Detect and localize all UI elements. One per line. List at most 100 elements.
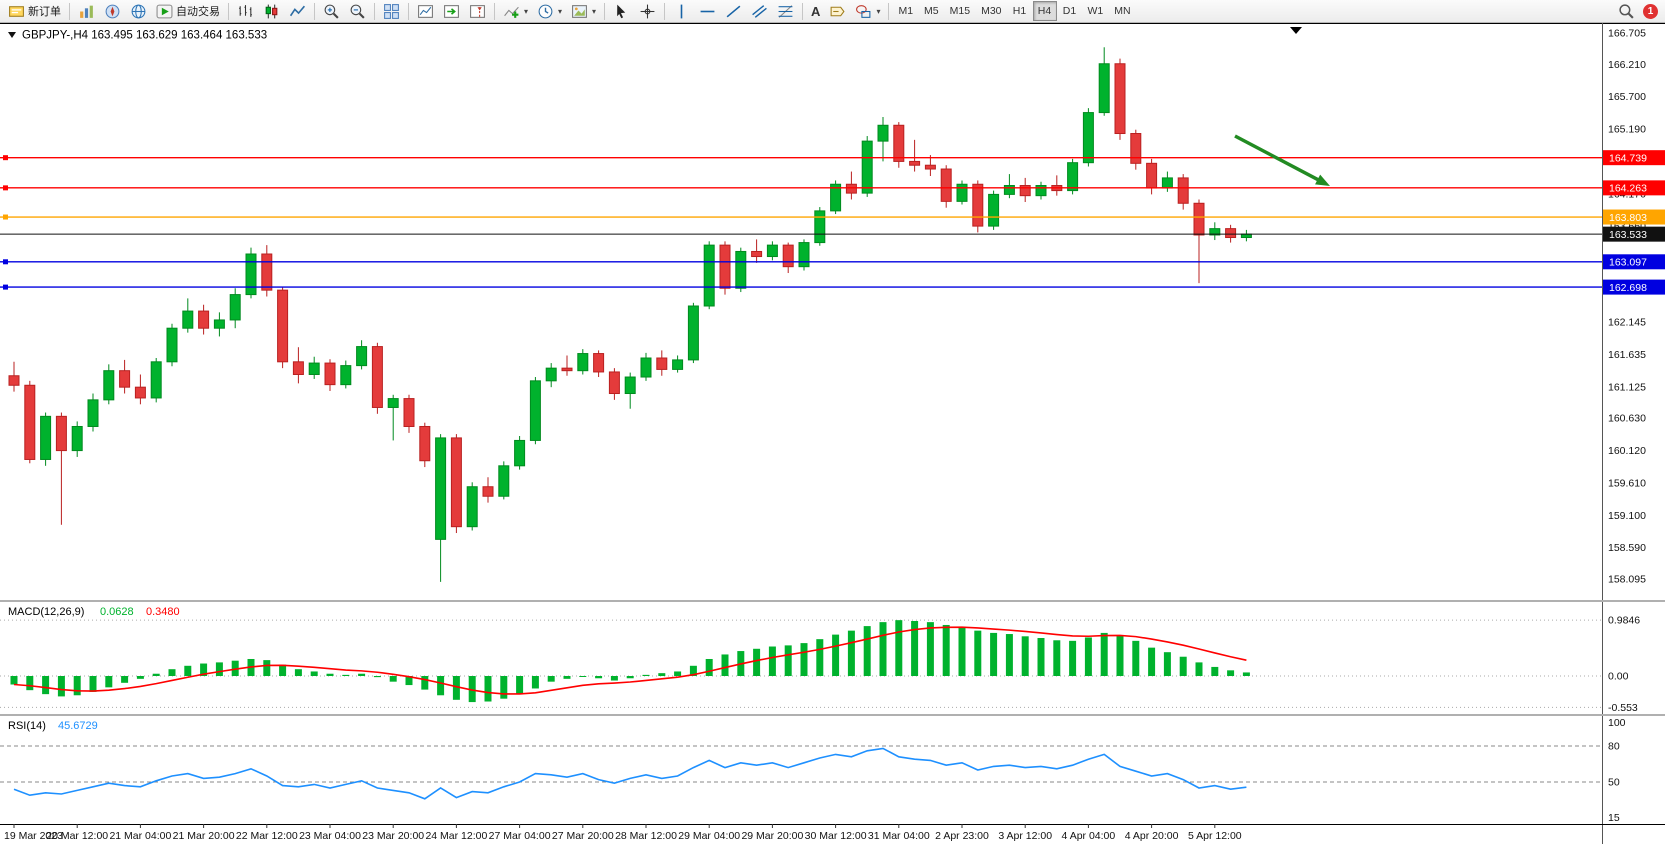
trend-arrow-line[interactable] — [1234, 134, 1323, 184]
terminal-button[interactable] — [126, 1, 151, 21]
line-chart-button[interactable] — [285, 1, 310, 21]
current-price-badge-label: 163.533 — [1609, 229, 1647, 241]
timeframe-m15-button[interactable]: M15 — [945, 1, 975, 21]
macd-histogram-bar — [310, 671, 318, 676]
time-label: 2 Apr 23:00 — [935, 830, 989, 842]
shapes-icon — [856, 4, 871, 18]
macd-histogram-bar — [1116, 635, 1124, 676]
zoom-in-button[interactable] — [319, 1, 344, 21]
candle — [624, 376, 636, 395]
candle — [988, 193, 1000, 227]
candle — [1240, 233, 1252, 239]
rsi-axis-label: 100 — [1608, 717, 1626, 729]
candle — [545, 367, 557, 382]
macd-histogram-bar — [1227, 670, 1235, 676]
time-label: 30 Mar 12:00 — [805, 830, 867, 842]
fibonacci-icon — [778, 4, 793, 18]
line-handle[interactable] — [3, 185, 8, 191]
channel-button[interactable] — [747, 1, 772, 21]
panel-splitter[interactable] — [0, 600, 1665, 602]
text-button[interactable]: A — [807, 1, 824, 21]
candlestick-chart-button[interactable] — [259, 1, 284, 21]
shapes-button[interactable]: ▾ — [851, 1, 884, 21]
line-handle[interactable] — [3, 259, 8, 265]
timeframe-w1-button[interactable]: W1 — [1083, 1, 1109, 21]
macd-histogram-bar — [121, 676, 129, 683]
timeframe-m1-button[interactable]: M1 — [893, 1, 918, 21]
candle — [798, 242, 810, 268]
candle — [450, 437, 462, 528]
label-button[interactable] — [825, 1, 850, 21]
zoom-out-button[interactable] — [345, 1, 370, 21]
candle — [150, 361, 162, 399]
tile-windows-button[interactable] — [379, 1, 404, 21]
indicators-button[interactable]: ▾ — [499, 1, 532, 21]
candle — [972, 183, 984, 227]
toolbar-separator — [494, 2, 495, 20]
timeframe-h4-button[interactable]: H4 — [1032, 1, 1057, 21]
macd-histogram-bar — [1242, 672, 1250, 676]
macd-axis-label: 0.9846 — [1608, 615, 1640, 627]
market-watch-button[interactable] — [74, 1, 99, 21]
notification-badge[interactable]: 1 — [1643, 3, 1658, 19]
rsi-axis-label: 15 — [1608, 812, 1620, 824]
line-handle[interactable] — [3, 284, 8, 290]
price-axis-label: 165.700 — [1608, 91, 1646, 103]
toolbar-separator — [408, 2, 409, 20]
macd-histogram-bar — [263, 660, 271, 676]
timeframe-m5-button[interactable]: M5 — [919, 1, 944, 21]
macd-histogram-bar — [531, 676, 539, 689]
candle — [261, 253, 273, 291]
timeframe-mn-button[interactable]: MN — [1109, 1, 1135, 21]
bar-chart-button[interactable] — [233, 1, 258, 21]
candle — [1209, 228, 1221, 236]
auto-trading-button[interactable]: 自动交易 — [152, 1, 224, 21]
trendline-button[interactable] — [721, 1, 746, 21]
price-badge-label: 163.803 — [1609, 212, 1647, 224]
price-axis-label: 161.125 — [1608, 381, 1646, 393]
timeframe-m30-button[interactable]: M30 — [976, 1, 1006, 21]
macd-histogram-bar — [642, 674, 650, 676]
new-order-button[interactable]: 新订单 — [4, 1, 65, 21]
horizontal-line-button[interactable] — [695, 1, 720, 21]
timeframe-h1-button[interactable]: H1 — [1008, 1, 1032, 21]
crosshair-button[interactable] — [635, 1, 660, 21]
auto-scroll-button[interactable] — [439, 1, 464, 21]
auto-trading-play-icon — [156, 4, 173, 18]
candle — [703, 244, 715, 307]
line-handle[interactable] — [3, 214, 8, 220]
periods-button[interactable]: ▾ — [533, 1, 566, 21]
fibonacci-button[interactable] — [773, 1, 798, 21]
macd-histogram-bar — [1005, 634, 1013, 676]
search-button[interactable] — [1614, 1, 1639, 21]
candle — [1225, 228, 1237, 239]
chart-shift-button[interactable] — [465, 1, 490, 21]
candle — [466, 486, 478, 528]
candle — [814, 210, 826, 244]
candle — [8, 375, 20, 386]
timeframe-d1-button[interactable]: D1 — [1058, 1, 1082, 21]
candle — [213, 319, 225, 329]
templates-button[interactable]: ▾ — [567, 1, 600, 21]
macd-histogram-bar — [168, 669, 176, 676]
toolbar-separator — [374, 2, 375, 20]
navigator-button[interactable] — [100, 1, 125, 21]
chart-background[interactable] — [0, 23, 1665, 844]
candle — [419, 425, 431, 462]
candle — [182, 310, 194, 329]
line-handle[interactable] — [3, 155, 8, 161]
macd-histogram-bar — [800, 643, 808, 676]
vertical-line-button[interactable] — [669, 1, 694, 21]
chart-shift-marker[interactable] — [1290, 27, 1302, 34]
candle — [1035, 185, 1047, 197]
panel-splitter[interactable] — [0, 714, 1665, 716]
trend-arrow-head[interactable] — [1315, 174, 1330, 186]
new-chart-button[interactable] — [413, 1, 438, 21]
cursor-button[interactable] — [609, 1, 634, 21]
candle — [292, 361, 304, 375]
macd-histogram-bar — [579, 676, 587, 677]
candle — [166, 327, 178, 363]
chart-svg[interactable]: 166.705166.210165.700165.190164.170163.6… — [0, 23, 1665, 844]
candle — [608, 371, 620, 395]
